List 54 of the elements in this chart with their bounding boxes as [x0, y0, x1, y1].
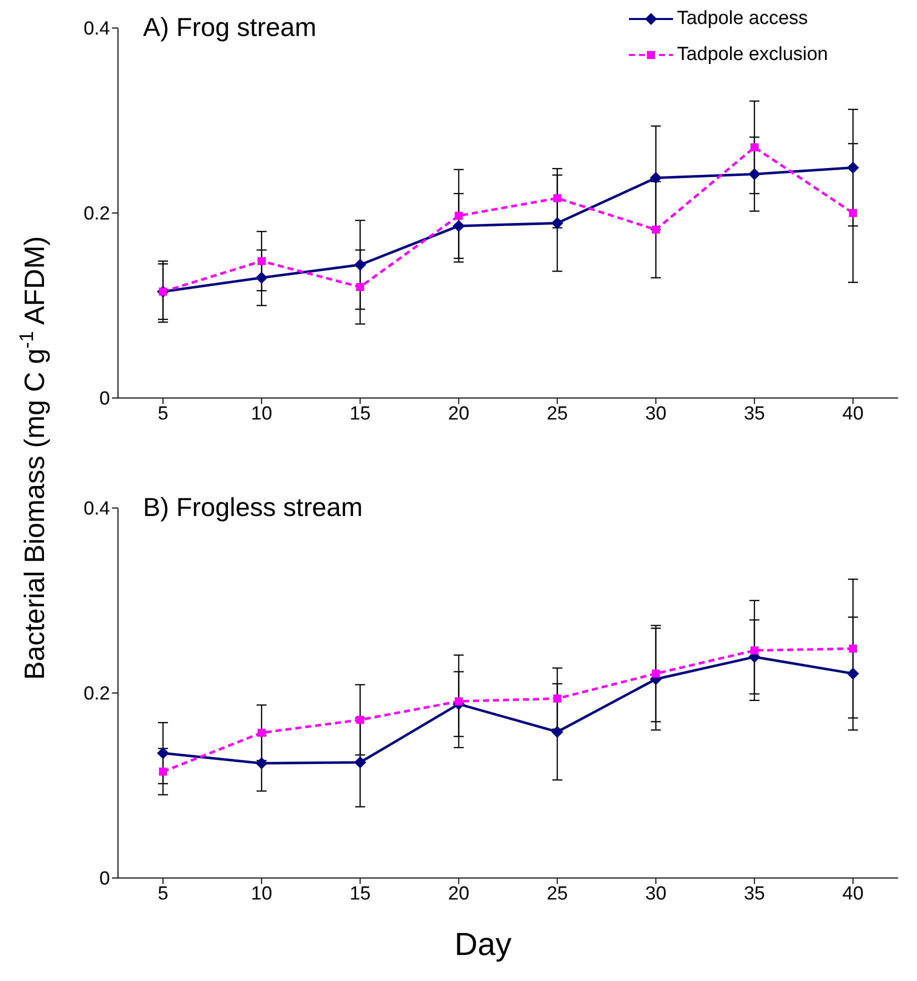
point — [553, 194, 562, 202]
point — [454, 212, 463, 220]
point — [750, 646, 758, 654]
legend-label: Tadpole access — [676, 8, 808, 30]
point — [652, 226, 660, 234]
point — [159, 768, 167, 776]
y-tick-label: 0 — [99, 868, 110, 890]
x-tick-label: 5 — [158, 403, 168, 424]
chart-title: A) Frog stream — [143, 12, 316, 42]
x-tick-label: 35 — [744, 883, 765, 904]
point — [256, 272, 268, 284]
point — [454, 697, 463, 706]
x-axis-title: Day — [454, 926, 512, 963]
x-tick-label: 25 — [546, 403, 568, 424]
point — [354, 258, 366, 271]
point — [356, 283, 364, 291]
x-tick-label: 40 — [842, 883, 864, 904]
point — [748, 168, 760, 180]
x-tick-label: 10 — [251, 403, 272, 424]
point — [847, 162, 859, 174]
y-tick-label: 0.4 — [84, 498, 110, 520]
y-tick-label: 0.4 — [84, 18, 110, 40]
point — [551, 217, 564, 230]
x-tick-label: 10 — [251, 883, 272, 904]
x-tick-label: 25 — [546, 883, 568, 904]
x-tick-label: 30 — [645, 403, 666, 424]
point — [553, 694, 562, 703]
x-tick-label: 40 — [842, 403, 864, 424]
point — [356, 716, 364, 724]
y-tick-label: 0 — [99, 388, 110, 410]
point — [354, 756, 366, 768]
point — [258, 257, 266, 266]
x-tick-label: 30 — [645, 883, 666, 904]
point — [256, 757, 268, 770]
chart-title: B) Frogless stream — [143, 492, 363, 522]
x-tick-label: 15 — [350, 403, 371, 424]
x-tick-label: 15 — [350, 883, 371, 904]
legend-label: Tadpole exclusion — [676, 44, 828, 66]
point — [849, 644, 857, 653]
point — [750, 143, 758, 152]
x-tick-label: 35 — [744, 403, 765, 424]
y-tick-label: 0.2 — [84, 204, 110, 225]
x-tick-label: 20 — [448, 403, 470, 424]
point — [650, 172, 662, 184]
x-tick-label: 20 — [448, 883, 470, 904]
point — [847, 668, 859, 680]
x-tick-label: 5 — [158, 883, 168, 904]
y-tick-label: 0.2 — [84, 684, 110, 705]
point — [551, 726, 564, 738]
point — [849, 209, 857, 217]
point — [157, 747, 169, 760]
point — [258, 728, 266, 737]
point — [452, 220, 465, 232]
point — [652, 670, 660, 678]
